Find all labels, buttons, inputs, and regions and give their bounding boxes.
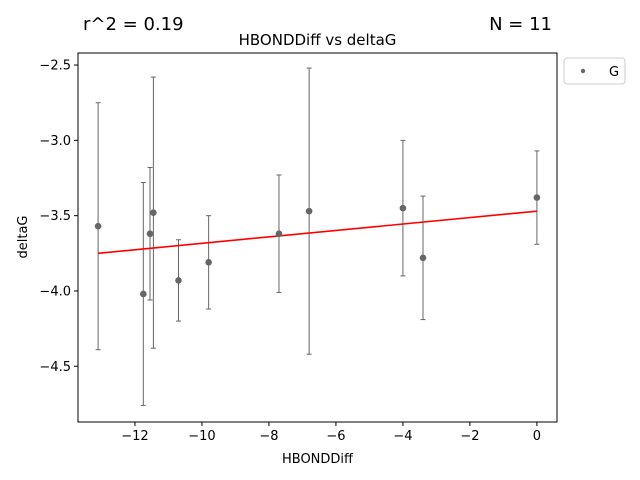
y-tick-label: −4.5 xyxy=(39,360,71,375)
y-tick-label: −3.5 xyxy=(39,209,71,224)
data-point xyxy=(140,290,147,298)
x-tick-label: −10 xyxy=(188,429,215,444)
error-bars xyxy=(95,67,540,406)
x-tick-label: −8 xyxy=(259,429,278,444)
chart-title: HBONDDiff vs deltaG xyxy=(239,31,397,49)
regression-line xyxy=(98,210,537,255)
data-point xyxy=(399,204,407,212)
data-point xyxy=(305,207,313,215)
x-axis-ticks: −12 −10 −8 −6 −4 −2 0 xyxy=(121,422,541,444)
x-tick-label: −2 xyxy=(460,429,479,444)
data-points xyxy=(94,194,541,298)
data-point xyxy=(533,194,541,201)
data-point xyxy=(175,277,182,284)
y-tick-label: −3.0 xyxy=(39,134,71,149)
x-axis-label: HBONDDiff xyxy=(282,452,354,467)
axes-frame xyxy=(77,52,558,423)
data-point xyxy=(205,259,212,266)
data-point xyxy=(150,209,157,216)
data-point xyxy=(94,222,102,230)
legend-label: G xyxy=(609,65,619,80)
y-tick-label: −4.0 xyxy=(39,284,71,299)
data-point xyxy=(275,230,283,238)
y-axis-ticks: −4.5 −4.0 −3.5 −3.0 −2.5 xyxy=(39,59,78,375)
x-tick-label: −4 xyxy=(393,429,412,444)
x-tick-label: −6 xyxy=(326,429,345,444)
n-count-annotation: N = 11 xyxy=(489,14,552,35)
x-tick-label: −12 xyxy=(121,429,148,444)
y-tick-label: −2.5 xyxy=(39,59,71,74)
x-tick-label: 0 xyxy=(533,429,541,444)
plot-area xyxy=(94,67,541,406)
data-point xyxy=(419,254,427,262)
legend: G xyxy=(563,57,626,85)
y-axis-label: deltaG xyxy=(16,216,31,259)
data-point xyxy=(146,230,154,238)
legend-box xyxy=(563,57,626,85)
legend-marker xyxy=(580,68,586,74)
fit-line xyxy=(98,210,537,255)
r-squared-annotation: r^2 = 0.19 xyxy=(83,14,184,35)
